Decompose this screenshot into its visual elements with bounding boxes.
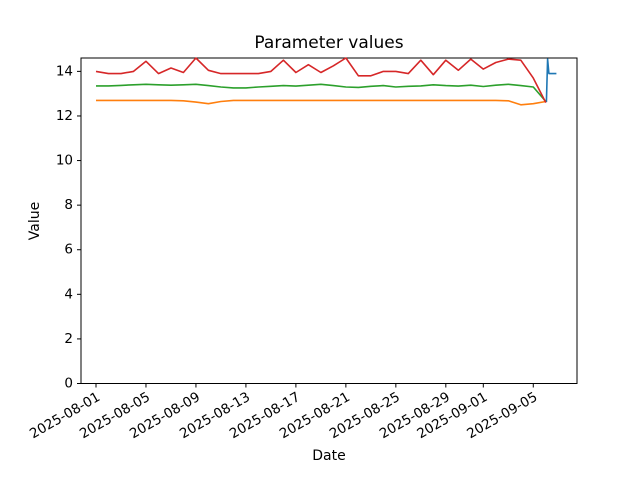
y-tick-label: 6 — [64, 242, 73, 258]
axes-frame — [80, 57, 578, 384]
y-tick-label: 12 — [56, 108, 73, 124]
y-axis-label: Value — [27, 201, 43, 241]
y-tick-label: 0 — [64, 376, 73, 392]
series-line-blue-series — [545, 58, 557, 103]
y-tick-label: 10 — [56, 153, 73, 169]
y-tick-label: 2 — [64, 331, 73, 347]
y-tick-label: 4 — [64, 286, 73, 302]
x-axis-label: Date — [312, 448, 346, 464]
chart-title: Parameter values — [254, 33, 404, 53]
series-line-orange-series — [96, 99, 546, 106]
y-tick-label: 14 — [56, 63, 73, 79]
series-line-red-series — [95, 57, 547, 103]
series-line-green-series — [96, 83, 547, 103]
y-tick-label: 8 — [64, 197, 73, 213]
